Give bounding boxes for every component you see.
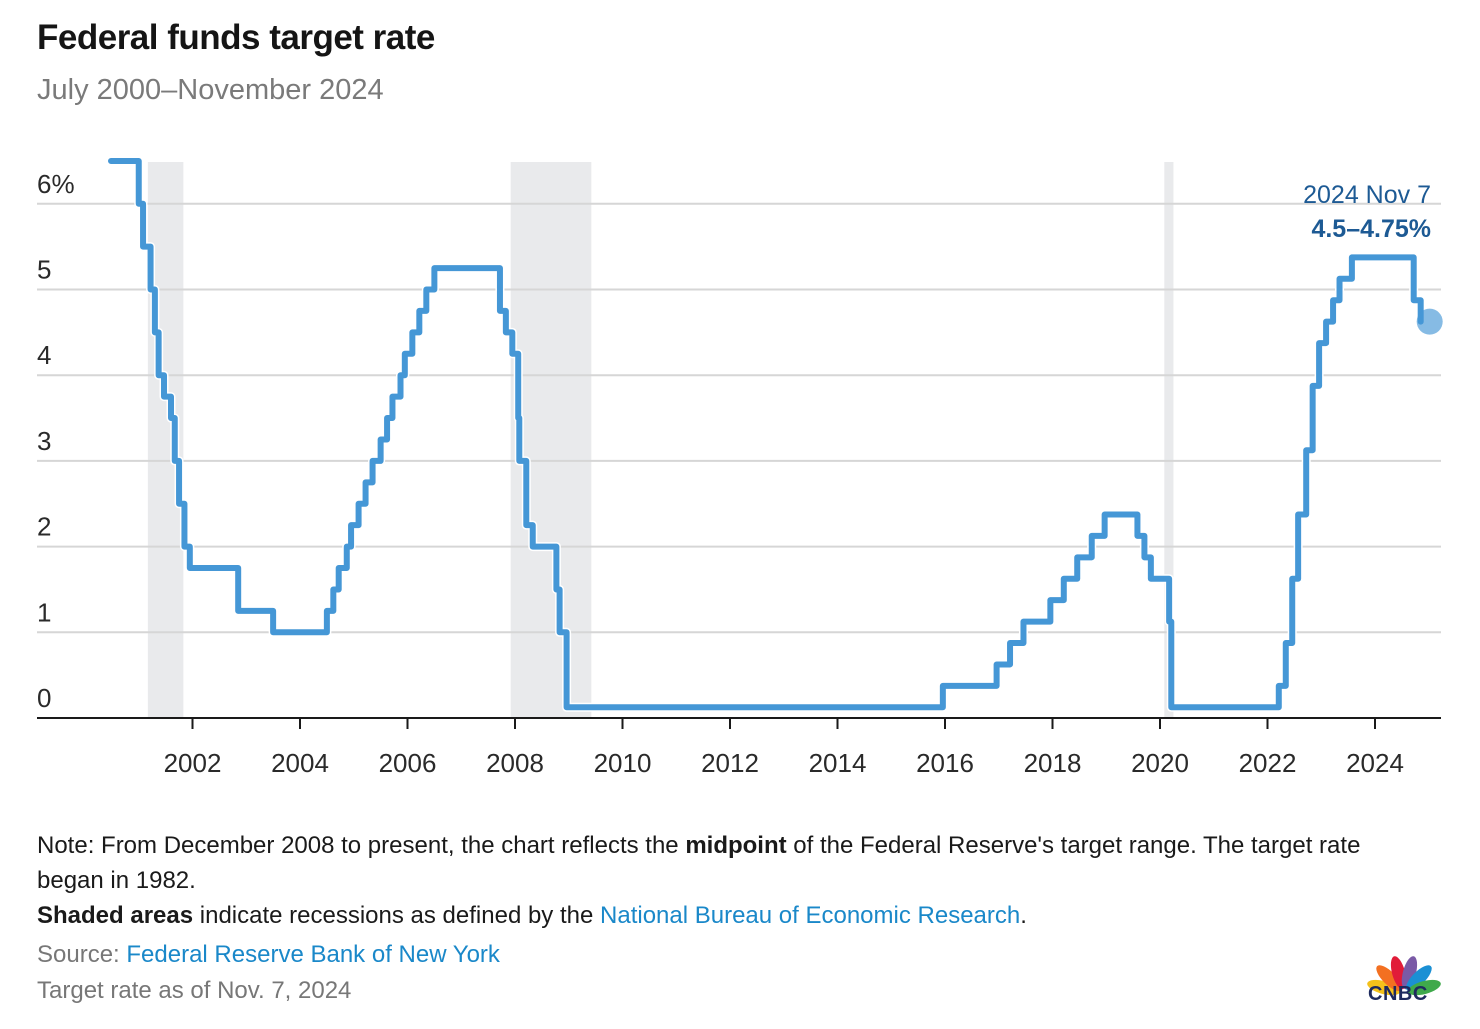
y-tick-label: 5 bbox=[37, 255, 51, 285]
latest-point-marker bbox=[1416, 308, 1443, 335]
series-layer bbox=[106, 156, 1426, 712]
rate-chart: 0 1 2 3 4 5 6% 2002 2004 2006 2008 2010 2012 2014 201… bbox=[37, 156, 1443, 778]
x-tick-label: 2006 bbox=[379, 748, 437, 778]
y-tick-label: 2 bbox=[37, 512, 51, 542]
note-bold-shaded: Shaded areas bbox=[37, 902, 194, 929]
annotation-value: 4.5–4.75% bbox=[1311, 215, 1431, 243]
series-line bbox=[108, 157, 1424, 711]
y-tick-label: 0 bbox=[37, 683, 51, 713]
x-tick-label: 2002 bbox=[164, 748, 222, 778]
note-midpoint: Note: From December 2008 to present, the… bbox=[37, 832, 1361, 894]
gridlines bbox=[37, 202, 1441, 634]
x-tick-label: 2014 bbox=[809, 748, 867, 778]
x-tick-label: 2020 bbox=[1131, 748, 1189, 778]
chart-notes: Note: From December 2008 to present, the… bbox=[37, 828, 1367, 933]
note-recessions: Shaded areas indicate recessions as defi… bbox=[37, 902, 1027, 929]
x-tick-label: 2022 bbox=[1239, 748, 1297, 778]
x-tick-label: 2016 bbox=[916, 748, 974, 778]
peacock-feather bbox=[1407, 979, 1441, 996]
as-of-date: Target rate as of Nov. 7, 2024 bbox=[37, 977, 352, 1004]
recession-band bbox=[510, 162, 592, 718]
y-tick-label: 6% bbox=[37, 169, 75, 199]
x-tick-label: 2024 bbox=[1346, 748, 1404, 778]
y-axis-labels: 0 1 2 3 4 5 6% bbox=[37, 169, 75, 713]
chart-subtitle: July 2000–November 2024 bbox=[37, 74, 384, 106]
series-line-halo bbox=[106, 156, 1426, 712]
note-bold-midpoint: midpoint bbox=[685, 832, 787, 859]
chart-title: Federal funds target rate bbox=[37, 18, 435, 57]
peacock-feather bbox=[1405, 965, 1432, 992]
annotation-layer: 2024 Nov 7 4.5–4.75% bbox=[1303, 181, 1443, 335]
x-tick-label: 2010 bbox=[594, 748, 652, 778]
y-tick-label: 1 bbox=[37, 597, 51, 627]
annotation-date: 2024 Nov 7 bbox=[1303, 181, 1431, 209]
peacock-feathers bbox=[1367, 956, 1441, 996]
source-link[interactable]: Federal Reserve Bank of New York bbox=[126, 941, 500, 968]
recession-band bbox=[1164, 162, 1174, 718]
x-axis-ticks: 2002 2004 2006 2008 2010 2012 2014 2016 2018 2020… bbox=[164, 718, 1404, 778]
x-tick-label: 2018 bbox=[1024, 748, 1082, 778]
source-line: Source: Federal Reserve Bank of New York bbox=[37, 941, 500, 968]
x-tick-label: 2012 bbox=[701, 748, 759, 778]
y-tick-label: 3 bbox=[37, 426, 51, 456]
peacock-feather bbox=[1376, 965, 1403, 992]
x-tick-label: 2004 bbox=[271, 748, 329, 778]
x-tick-label: 2008 bbox=[486, 748, 544, 778]
nber-link[interactable]: National Bureau of Economic Research bbox=[600, 902, 1021, 929]
cnbc-peacock-logo bbox=[1367, 956, 1441, 996]
feather-shape bbox=[1405, 965, 1432, 992]
feather-shape bbox=[1376, 965, 1403, 992]
y-tick-label: 4 bbox=[37, 340, 51, 370]
cnbc-wordmark: CNBC bbox=[1368, 983, 1428, 1005]
feather-shape bbox=[1407, 979, 1441, 996]
